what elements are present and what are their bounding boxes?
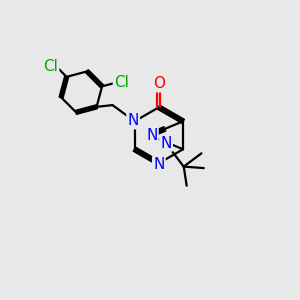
Text: O: O bbox=[153, 76, 165, 91]
Text: N: N bbox=[160, 136, 172, 151]
Text: Cl: Cl bbox=[43, 58, 58, 74]
Text: N: N bbox=[146, 128, 158, 143]
Text: Cl: Cl bbox=[114, 75, 129, 90]
Text: N: N bbox=[153, 157, 164, 172]
Text: N: N bbox=[128, 113, 139, 128]
